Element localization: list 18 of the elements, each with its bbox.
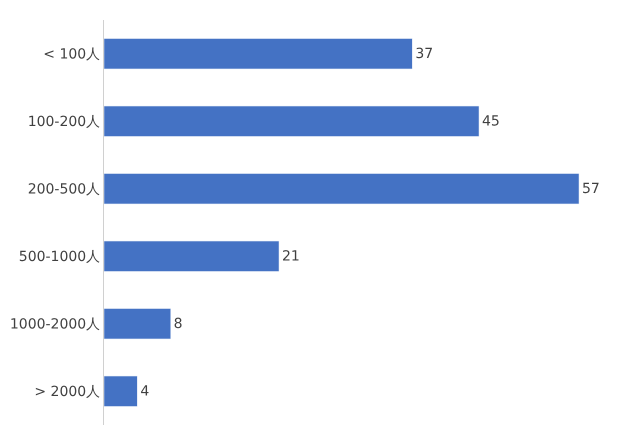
y-tick-label: 200-500人 [28, 182, 100, 198]
y-tick-label: 1000-2000人 [10, 316, 100, 333]
y-tick-label: < 100人 [43, 46, 100, 63]
data-label: 8 [174, 316, 183, 332]
data-label: 57 [582, 180, 600, 197]
y-tick-label: 100-200人 [28, 114, 100, 130]
bar [104, 173, 580, 204]
y-tick-label: 500-1000人 [18, 249, 100, 266]
data-label: 45 [482, 113, 500, 130]
bar [104, 240, 280, 272]
bar [104, 308, 171, 340]
data-label: 37 [415, 46, 434, 62]
bar [104, 376, 138, 407]
data-label: 21 [282, 248, 300, 264]
data-label: 4 [140, 383, 150, 400]
bar [104, 106, 480, 137]
y-tick-label: > 2000人 [34, 384, 100, 400]
bar [104, 38, 413, 70]
